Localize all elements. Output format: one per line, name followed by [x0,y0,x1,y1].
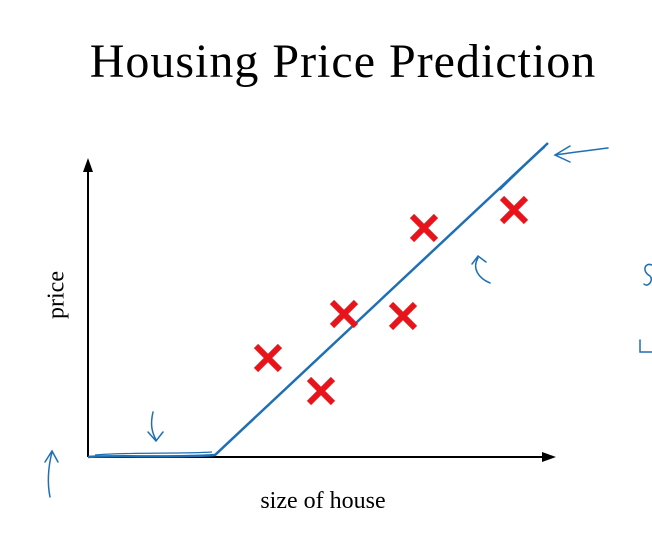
fit-line [87,142,549,459]
pen-arrow [553,145,609,163]
cross [253,343,283,373]
annotations [44,145,652,498]
pen-mark [643,263,652,286]
fit-line-sketch [499,146,546,191]
pen-mark [639,339,652,353]
pen-arrow [44,449,59,498]
cross [306,376,336,406]
pen-arrow [147,411,164,443]
cross [388,301,418,331]
pen-arrow [471,254,491,284]
data-points [253,195,529,406]
title: Housing Price Prediction [90,35,597,88]
fit-line-sketch [94,451,213,456]
x-axis-arrow [542,452,556,462]
cross [329,299,359,329]
y-axis-label: price [44,271,70,319]
x-axis-label: size of house [260,488,385,514]
cross [409,213,439,243]
cross [499,195,529,225]
y-axis-arrow [83,158,93,172]
